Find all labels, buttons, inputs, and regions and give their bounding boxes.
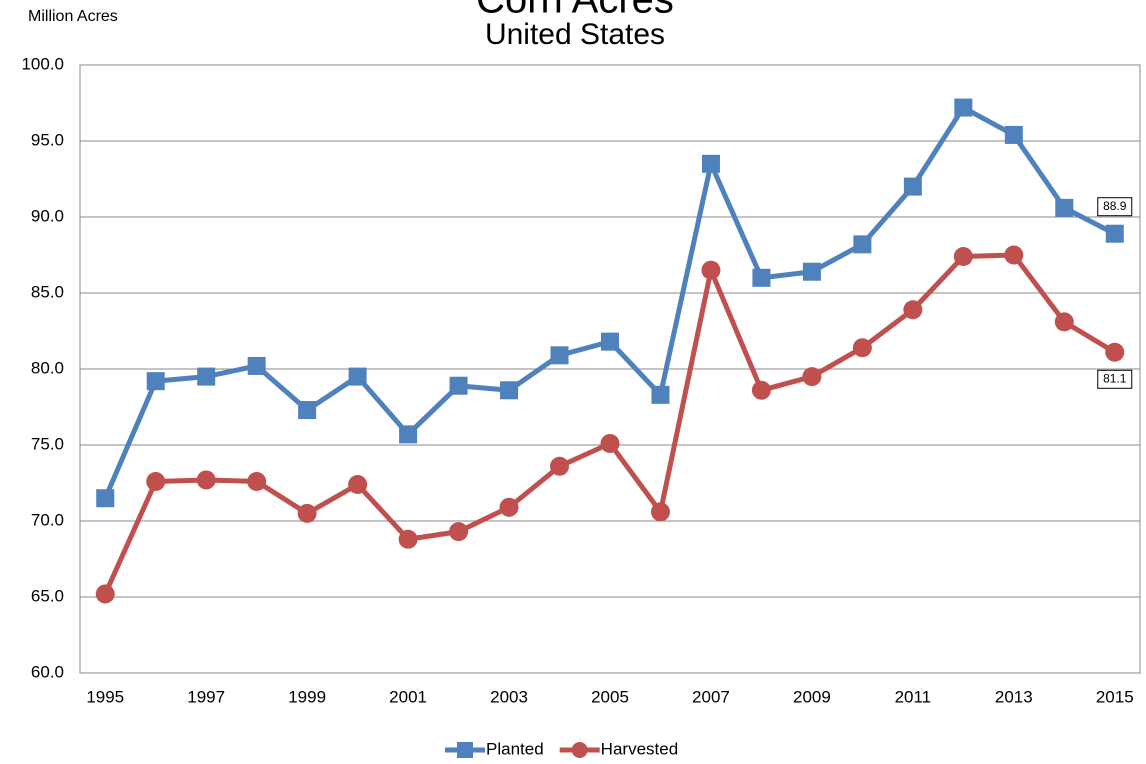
data-point [752,268,771,287]
chart-title: Corn Acres [476,0,674,22]
value-label: 88.9 [1103,199,1127,213]
data-point [650,502,670,522]
chart-subtitle: United States [485,18,665,51]
y-tick-label: 70.0 [31,510,64,529]
data-point [601,332,619,351]
data-point [954,98,973,117]
y-tick-label: 100.0 [21,54,64,73]
y-tick-label: 65.0 [31,586,64,605]
data-point [297,503,317,523]
y-tick-label: 85.0 [31,282,64,301]
data-point [852,338,872,358]
x-tick-label: 2005 [591,687,629,706]
x-tick-label: 2013 [995,687,1033,706]
data-point [449,522,469,542]
legend-marker [457,742,473,758]
x-tick-label: 2001 [389,687,427,706]
x-tick-label: 2003 [490,687,528,706]
x-tick-label: 2011 [895,687,932,706]
y-tick-label: 75.0 [31,434,64,453]
data-point [1054,312,1074,332]
data-point [953,247,973,267]
data-point [197,367,216,386]
x-tick-label: 2015 [1096,687,1134,706]
data-point [1055,198,1074,217]
legend-marker [571,742,588,758]
data-point [903,300,923,320]
data-point [348,367,367,386]
series-line [102,252,1117,595]
value-label-box [1097,197,1133,217]
data-point [146,471,166,491]
data-point [903,177,922,196]
data-point [853,235,872,254]
y-tick-label: 80.0 [31,358,64,377]
data-point [247,356,266,375]
data-point [146,372,165,391]
data-point [550,456,570,476]
legend-label: Planted [486,739,544,758]
data-point [449,376,468,395]
data-point [600,433,620,453]
data-point [802,367,822,387]
y-tick-label: 60.0 [31,662,64,681]
y-tick-label: 95.0 [31,130,64,149]
data-point [95,584,115,604]
data-point [701,260,721,280]
data-point [701,154,720,173]
x-tick-label: 2007 [692,687,730,706]
data-point [348,475,368,495]
data-point [499,497,519,517]
x-tick-label: 1999 [288,687,326,706]
data-point [196,470,216,490]
data-point [1105,224,1124,243]
data-point [1004,125,1023,144]
x-tick-label: 2009 [793,687,831,706]
data-point [1004,245,1024,265]
data-point [247,471,267,491]
data-point [500,381,519,400]
data-point [802,262,821,281]
x-tick-label: 1997 [187,687,225,706]
data-point [96,489,115,508]
legend-label: Harvested [601,739,678,758]
y-axis-label: Million Acres [28,8,118,25]
value-label-box [1097,369,1133,389]
data-point [399,425,418,444]
data-point [398,529,418,549]
value-label: 81.1 [1103,371,1127,385]
data-point [651,385,670,404]
data-point [1105,342,1125,362]
data-point [751,380,771,400]
data-point [298,401,317,420]
x-tick-label: 1995 [86,687,124,706]
y-tick-label: 90.0 [31,206,64,225]
data-point [550,346,569,365]
